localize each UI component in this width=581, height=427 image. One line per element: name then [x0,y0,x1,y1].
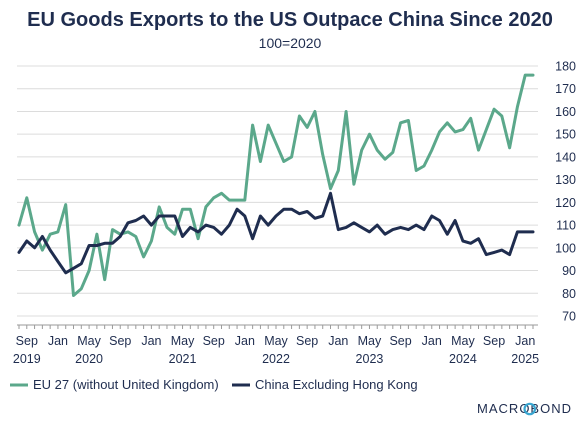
x-tick-year: 2019 [13,352,41,366]
y-tick-label: 70 [562,310,576,324]
chart-subtitle: 100=2020 [259,35,322,51]
x-tick-label: May [264,334,288,348]
y-tick-label: 130 [555,173,576,187]
legend-label-eu: EU 27 (without United Kingdom) [33,377,219,392]
x-tick-year: 2020 [75,352,103,366]
y-tick-label: 170 [555,82,576,96]
logo-ring-icon [523,402,537,416]
x-tick-year: 2022 [262,352,290,366]
y-tick-label: 110 [556,219,576,233]
x-tick-label: Jan [328,334,348,348]
y-tick-label: 80 [562,287,576,301]
y-tick-label: 120 [555,196,576,210]
x-tick-label: Sep [296,334,318,348]
legend-label-china: China Excluding Hong Kong [255,377,418,392]
macrobond-logo: MACROBOND [477,401,571,416]
x-tick-label: Jan [515,334,535,348]
x-tick-year: 2021 [169,352,197,366]
series-line-china [17,191,535,275]
legend: EU 27 (without United Kingdom) China Exc… [10,377,418,392]
x-tick-label: Jan [422,334,442,348]
series-line-eu [17,73,535,297]
x-tick-label: Sep [483,334,505,348]
x-tick-label: May [171,334,195,348]
gridlines [17,65,538,317]
y-tick-label: 90 [562,264,576,278]
plot-area [17,73,535,297]
x-tick-label: Jan [141,334,161,348]
x-tick-label: May [77,334,101,348]
x-tick-label: Sep [203,334,225,348]
x-tick-label: Sep [109,334,131,348]
y-tick-label: 140 [555,150,576,164]
y-tick-label: 160 [555,105,576,119]
x-tick-year: 2023 [356,352,384,366]
chart-title: EU Goods Exports to the US Outpace China… [27,9,553,31]
y-tick-label: 150 [555,128,576,142]
x-tick-label: May [358,334,382,348]
x-tick-year: 2025 [511,352,539,366]
x-tick-year: 2024 [449,352,477,366]
y-axis: 70 80 90 100 110 120 130 140 150 160 170 180 [555,60,576,324]
x-tick-label: Sep [389,334,411,348]
x-tick-label: May [451,334,475,348]
y-tick-label: 100 [555,241,576,255]
x-tick-label: Jan [48,334,68,348]
y-tick-label: 180 [555,60,576,74]
x-axis: Sep 2019 Jan May 2020 Sep Jan May 2021 Sep Jan May 2… [13,324,539,366]
x-tick-label: Jan [235,334,255,348]
x-tick-label: Sep [16,334,38,348]
